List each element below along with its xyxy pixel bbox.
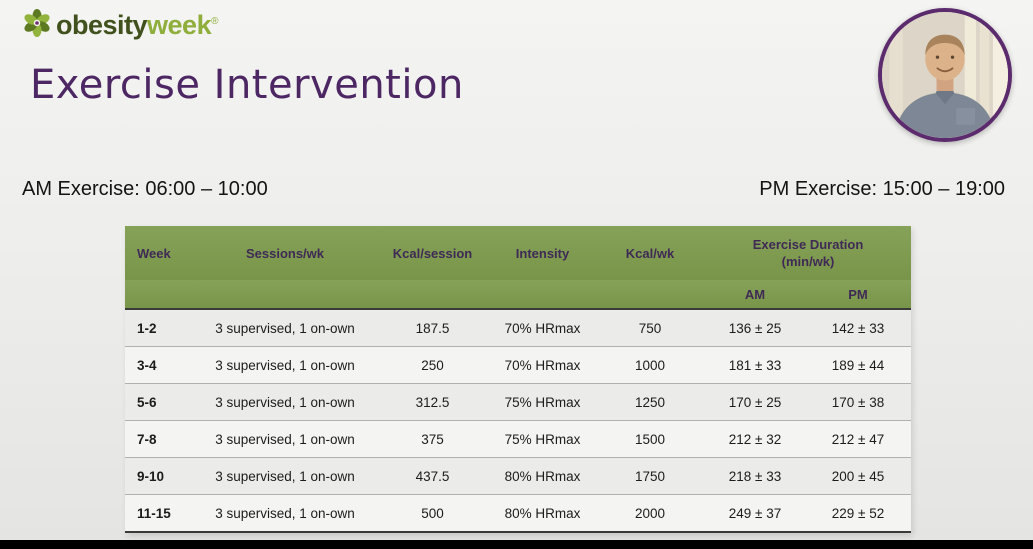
cell-intensity: 80% HRmax: [490, 457, 595, 495]
header-sessions: Sessions/wk: [195, 226, 375, 280]
cell-am: 170 ± 25: [705, 383, 805, 421]
header-am: AM: [705, 280, 805, 310]
presenter-photo: [882, 12, 1008, 138]
cell-kcal_session: 437.5: [375, 457, 490, 495]
cell-sessions: 3 supervised, 1 on-own: [195, 383, 375, 421]
header-row-sub: AM PM: [125, 280, 911, 310]
cell-pm: 142 ± 33: [805, 309, 911, 347]
cell-sessions: 3 supervised, 1 on-own: [195, 420, 375, 458]
cell-intensity: 75% HRmax: [490, 420, 595, 458]
header-spacer: [195, 280, 375, 310]
letterbox-bar: [0, 540, 1033, 549]
header-spacer: [490, 280, 595, 310]
cell-am: 249 ± 37: [705, 494, 805, 533]
cell-week: 9-10: [125, 457, 195, 495]
cell-pm: 189 ± 44: [805, 346, 911, 384]
header-spacer: [375, 280, 490, 310]
cell-sessions: 3 supervised, 1 on-own: [195, 309, 375, 347]
am-exercise-label: AM Exercise: 06:00 – 10:00: [22, 178, 268, 200]
table-row: 1-2 3 supervised, 1 on-own 187.5 70% HRmax 7…: [125, 309, 911, 347]
cell-week: 5-6: [125, 383, 195, 421]
duration-subtitle: (min/wk): [781, 253, 835, 269]
logo-wordmark: obesityweek®: [56, 10, 218, 41]
pm-exercise-label: PM Exercise: 15:00 – 19:00: [759, 178, 1005, 200]
header-week: Week: [125, 226, 195, 280]
table-header: Week Sessions/wk Kcal/session Intensity …: [125, 226, 911, 310]
cell-intensity: 75% HRmax: [490, 383, 595, 421]
logo-registered-mark: ®: [211, 16, 218, 27]
table-row: 9-10 3 supervised, 1 on-own 437.5 80% HRmax…: [125, 457, 911, 495]
cell-week: 1-2: [125, 309, 195, 347]
header-pm: PM: [805, 280, 911, 310]
cell-am: 212 ± 32: [705, 420, 805, 458]
table-row: 3-4 3 supervised, 1 on-own 250 70% HRmax 100…: [125, 346, 911, 384]
cell-kcal_wk: 750: [595, 309, 705, 347]
header-spacer: [125, 280, 195, 310]
cell-sessions: 3 supervised, 1 on-own: [195, 346, 375, 384]
cell-intensity: 80% HRmax: [490, 494, 595, 533]
cell-kcal_wk: 1000: [595, 346, 705, 384]
header-spacer: [595, 280, 705, 310]
header-row-main: Week Sessions/wk Kcal/session Intensity …: [125, 226, 911, 280]
cell-am: 136 ± 25: [705, 309, 805, 347]
cell-kcal_wk: 1500: [595, 420, 705, 458]
cell-kcal_wk: 1750: [595, 457, 705, 495]
cell-sessions: 3 supervised, 1 on-own: [195, 494, 375, 533]
cell-week: 3-4: [125, 346, 195, 384]
header-kcal-session: Kcal/session: [375, 226, 490, 280]
cell-kcal_session: 187.5: [375, 309, 490, 347]
duration-title: Exercise Duration: [752, 236, 864, 252]
cell-pm: 170 ± 38: [805, 383, 911, 421]
cell-pm: 200 ± 45: [805, 457, 911, 495]
cell-kcal_session: 250: [375, 346, 490, 384]
header-intensity: Intensity: [490, 226, 595, 280]
obesityweek-logo-icon: [22, 8, 52, 43]
obesityweek-logo: obesityweek®: [22, 8, 218, 43]
exercise-table-container: Week Sessions/wk Kcal/session Intensity …: [125, 226, 911, 533]
logo-word-week: week: [147, 10, 212, 40]
cell-am: 181 ± 33: [705, 346, 805, 384]
cell-intensity: 70% HRmax: [490, 309, 595, 347]
table-row: 7-8 3 supervised, 1 on-own 375 75% HRmax 150…: [125, 420, 911, 458]
cell-sessions: 3 supervised, 1 on-own: [195, 457, 375, 495]
exercise-intervention-table: Week Sessions/wk Kcal/session Intensity …: [125, 226, 911, 533]
logo-word-obesity: obesity: [56, 10, 148, 40]
cell-pm: 229 ± 52: [805, 494, 911, 533]
cell-kcal_session: 312.5: [375, 383, 490, 421]
table-row: 11-15 3 supervised, 1 on-own 500 80% HRmax 2…: [125, 494, 911, 533]
presenter-webcam: [878, 8, 1012, 142]
cell-am: 218 ± 33: [705, 457, 805, 495]
cell-kcal_session: 375: [375, 420, 490, 458]
cell-pm: 212 ± 47: [805, 420, 911, 458]
cell-week: 7-8: [125, 420, 195, 458]
cell-kcal_session: 500: [375, 494, 490, 533]
cell-week: 11-15: [125, 494, 195, 533]
cell-intensity: 70% HRmax: [490, 346, 595, 384]
header-exercise-duration: Exercise Duration (min/wk): [705, 226, 911, 280]
header-kcal-wk: Kcal/wk: [595, 226, 705, 280]
cell-kcal_wk: 1250: [595, 383, 705, 421]
table-row: 5-6 3 supervised, 1 on-own 312.5 75% HRmax 1…: [125, 383, 911, 421]
table-body: 1-2 3 supervised, 1 on-own 187.5 70% HRmax 7…: [125, 309, 911, 533]
slide-title: Exercise Intervention: [30, 62, 464, 108]
cell-kcal_wk: 2000: [595, 494, 705, 533]
